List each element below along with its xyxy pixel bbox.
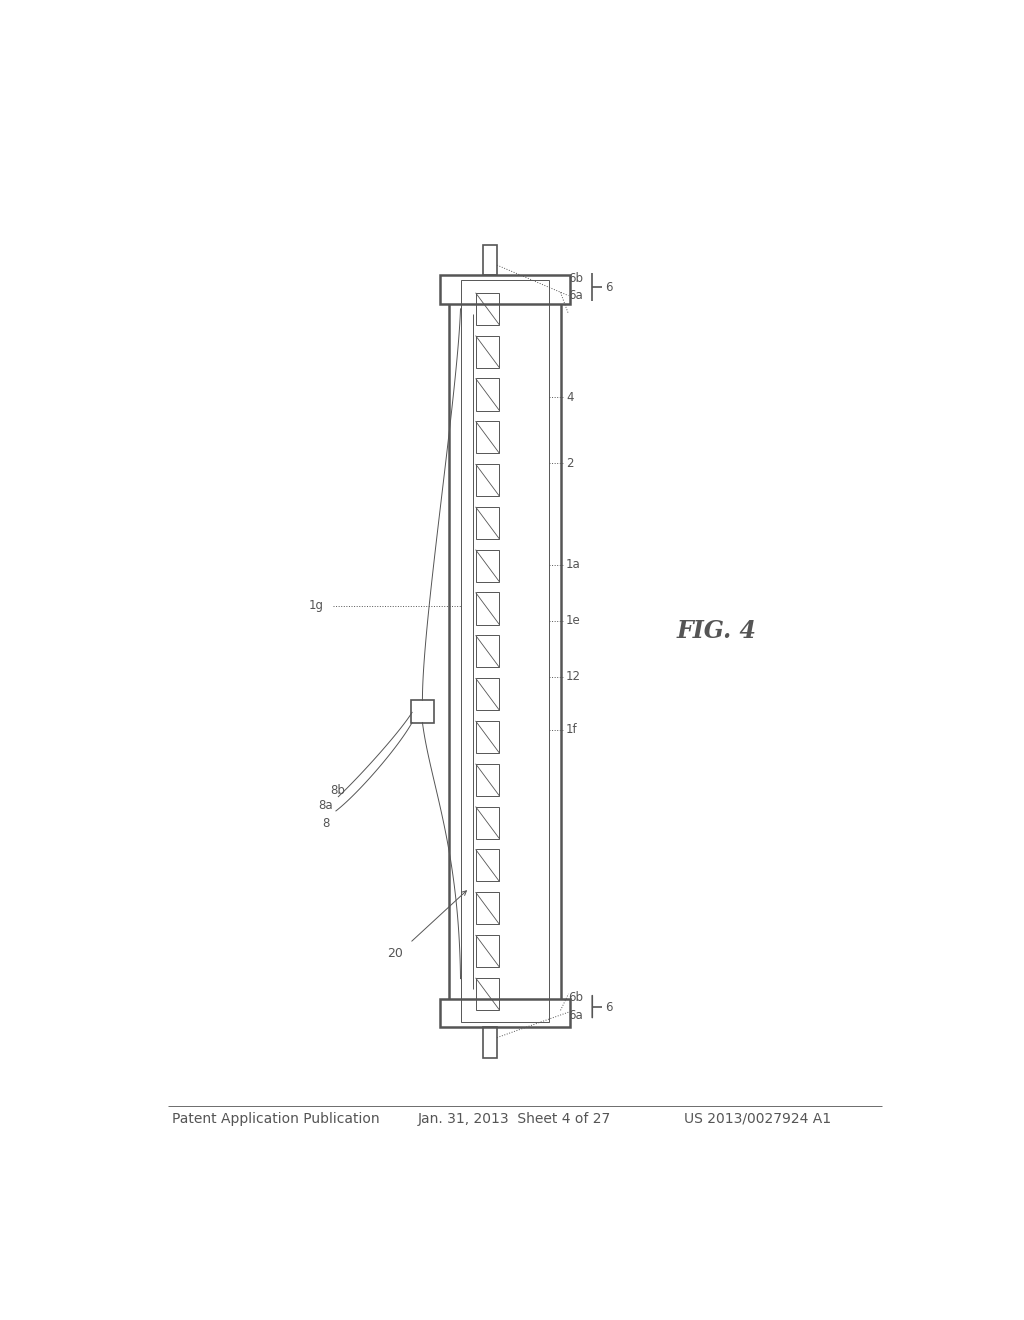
Text: 12: 12: [566, 671, 581, 684]
Text: FIG. 4: FIG. 4: [677, 619, 757, 643]
Bar: [461, 280, 549, 304]
Text: 20: 20: [387, 946, 403, 960]
Text: 1f: 1f: [566, 723, 578, 737]
Text: 8: 8: [323, 817, 330, 830]
Bar: [475, 507, 500, 539]
Text: 8a: 8a: [318, 800, 333, 812]
Bar: [412, 700, 433, 722]
Bar: [475, 678, 500, 710]
Text: 6: 6: [605, 1001, 612, 1014]
Bar: [461, 999, 549, 1022]
Text: 6b: 6b: [568, 272, 584, 285]
Bar: [475, 379, 500, 411]
Bar: [475, 892, 500, 924]
Text: 8b: 8b: [331, 784, 345, 797]
Bar: [475, 549, 500, 582]
Bar: [475, 465, 500, 496]
Text: 6a: 6a: [568, 1008, 584, 1022]
Bar: [475, 978, 500, 1010]
Text: 2: 2: [566, 457, 573, 470]
Text: 6: 6: [605, 281, 612, 294]
Bar: [482, 1027, 497, 1057]
Text: 1g: 1g: [309, 599, 324, 612]
Bar: [475, 849, 500, 882]
Text: 1a: 1a: [566, 558, 581, 572]
Bar: [475, 593, 500, 624]
Text: Jan. 31, 2013  Sheet 4 of 27: Jan. 31, 2013 Sheet 4 of 27: [418, 1111, 611, 1126]
Bar: [475, 335, 500, 368]
Bar: [482, 244, 497, 276]
Bar: [475, 721, 500, 752]
Bar: [475, 935, 500, 968]
Text: 4: 4: [566, 391, 573, 404]
Bar: [475, 293, 500, 325]
Bar: [475, 807, 500, 838]
Text: Patent Application Publication: Patent Application Publication: [172, 1111, 379, 1126]
Text: 1e: 1e: [566, 614, 581, 627]
Bar: [475, 764, 500, 796]
Text: 6a: 6a: [568, 289, 584, 302]
Bar: [440, 999, 570, 1027]
Text: US 2013/0027924 A1: US 2013/0027924 A1: [684, 1111, 830, 1126]
Bar: [475, 635, 500, 668]
Bar: [440, 276, 570, 304]
Text: 6b: 6b: [568, 991, 584, 1005]
Bar: [475, 421, 500, 453]
